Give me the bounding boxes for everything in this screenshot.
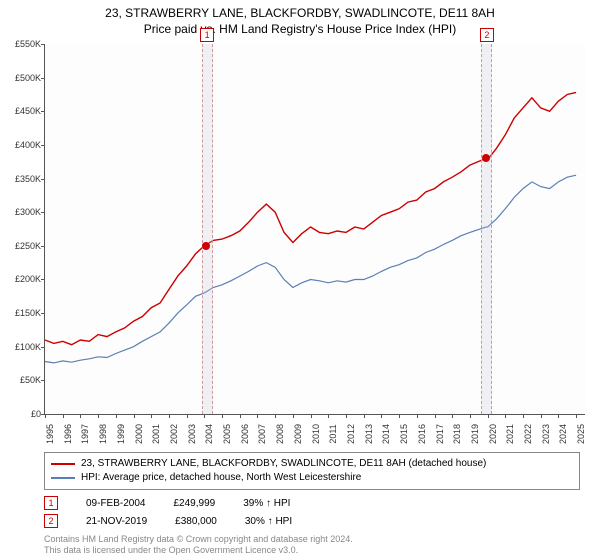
x-tick-label: 2006 bbox=[240, 424, 250, 444]
x-tick-label: 2011 bbox=[328, 424, 338, 443]
y-tick-label: £200K bbox=[1, 274, 41, 284]
y-tick-label: £400K bbox=[1, 140, 41, 150]
x-tick-label: 2012 bbox=[346, 424, 356, 444]
x-tick-label: 2002 bbox=[169, 424, 179, 444]
y-tick-label: £0 bbox=[1, 409, 41, 419]
x-tick-label: 2001 bbox=[151, 424, 161, 444]
x-tick-label: 2019 bbox=[470, 424, 480, 444]
x-tick-label: 2016 bbox=[417, 424, 427, 444]
x-tick-label: 2013 bbox=[364, 424, 374, 444]
x-tick-label: 2018 bbox=[452, 424, 462, 444]
x-tick-label: 1999 bbox=[116, 424, 126, 444]
y-tick-label: £150K bbox=[1, 308, 41, 318]
event-badge-1: 1 bbox=[44, 496, 58, 510]
y-tick-label: £450K bbox=[1, 106, 41, 116]
event-price-1: £249,999 bbox=[173, 498, 215, 509]
footnote-line-2: This data is licensed under the Open Gov… bbox=[44, 545, 298, 555]
legend-swatch-property bbox=[51, 463, 75, 465]
x-tick-label: 2010 bbox=[311, 424, 321, 444]
x-tick-label: 2007 bbox=[257, 424, 267, 444]
x-tick-label: 1996 bbox=[63, 424, 73, 444]
y-tick-label: £50K bbox=[1, 375, 41, 385]
legend-label-hpi: HPI: Average price, detached house, Nort… bbox=[81, 471, 361, 485]
event-badge-2: 2 bbox=[44, 514, 58, 528]
x-tick-label: 2014 bbox=[381, 424, 391, 444]
x-tick-label: 2008 bbox=[275, 424, 285, 444]
title-line-1: 23, STRAWBERRY LANE, BLACKFORDBY, SWADLI… bbox=[105, 6, 495, 20]
x-tick-label: 2009 bbox=[293, 424, 303, 444]
event-pct-1: 39% ↑ HPI bbox=[243, 498, 290, 509]
legend-swatch-hpi bbox=[51, 477, 75, 479]
x-tick-label: 2000 bbox=[134, 424, 144, 444]
event-date-2: 21-NOV-2019 bbox=[86, 516, 147, 527]
event-pct-2: 30% ↑ HPI bbox=[245, 516, 292, 527]
event-band-badge: 1 bbox=[200, 28, 214, 42]
legend-entry-hpi: HPI: Average price, detached house, Nort… bbox=[51, 471, 573, 485]
x-tick-label: 1998 bbox=[98, 424, 108, 444]
legend-box: 23, STRAWBERRY LANE, BLACKFORDBY, SWADLI… bbox=[44, 452, 580, 490]
x-tick-label: 2015 bbox=[399, 424, 409, 444]
title-line-2: Price paid vs. HM Land Registry's House … bbox=[144, 22, 456, 36]
x-tick-label: 2020 bbox=[488, 424, 498, 444]
x-tick-label: 2003 bbox=[187, 424, 197, 444]
y-tick-label: £350K bbox=[1, 174, 41, 184]
event-price-2: £380,000 bbox=[175, 516, 217, 527]
footnote-line-1: Contains HM Land Registry data © Crown c… bbox=[44, 534, 353, 544]
y-tick-label: £250K bbox=[1, 241, 41, 251]
x-tick-label: 1995 bbox=[45, 424, 55, 444]
chart-container: 23, STRAWBERRY LANE, BLACKFORDBY, SWADLI… bbox=[0, 0, 600, 560]
x-tick-label: 2024 bbox=[558, 424, 568, 444]
x-tick-label: 2017 bbox=[435, 424, 445, 444]
legend-entry-property: 23, STRAWBERRY LANE, BLACKFORDBY, SWADLI… bbox=[51, 457, 573, 471]
x-tick-label: 2005 bbox=[222, 424, 232, 444]
line-layer bbox=[45, 44, 585, 414]
x-tick-label: 2023 bbox=[541, 424, 551, 444]
event-row-1: 1 09-FEB-2004 £249,999 39% ↑ HPI bbox=[44, 494, 580, 512]
event-band: 2 bbox=[481, 44, 492, 414]
legend-label-property: 23, STRAWBERRY LANE, BLACKFORDBY, SWADLI… bbox=[81, 457, 486, 471]
footnote: Contains HM Land Registry data © Crown c… bbox=[44, 534, 353, 556]
events-table: 1 09-FEB-2004 £249,999 39% ↑ HPI 2 21-NO… bbox=[44, 494, 580, 530]
x-tick-label: 2022 bbox=[523, 424, 533, 444]
y-tick-label: £300K bbox=[1, 207, 41, 217]
x-tick-label: 2004 bbox=[204, 424, 214, 444]
x-tick-label: 1997 bbox=[80, 424, 90, 444]
x-tick-label: 2021 bbox=[505, 424, 515, 444]
y-tick-label: £500K bbox=[1, 73, 41, 83]
series-line-hpi bbox=[45, 175, 576, 363]
chart-title: 23, STRAWBERRY LANE, BLACKFORDBY, SWADLI… bbox=[0, 0, 600, 37]
x-tick-label: 2025 bbox=[576, 424, 586, 444]
event-marker-dot bbox=[202, 242, 210, 250]
plot-area: £0£50K£100K£150K£200K£250K£300K£350K£400… bbox=[44, 44, 585, 415]
event-date-1: 09-FEB-2004 bbox=[86, 498, 145, 509]
event-band: 1 bbox=[202, 44, 213, 414]
event-row-2: 2 21-NOV-2019 £380,000 30% ↑ HPI bbox=[44, 512, 580, 530]
event-marker-dot bbox=[482, 154, 490, 162]
event-band-badge: 2 bbox=[480, 28, 494, 42]
y-tick-label: £100K bbox=[1, 342, 41, 352]
y-tick-label: £550K bbox=[1, 39, 41, 49]
